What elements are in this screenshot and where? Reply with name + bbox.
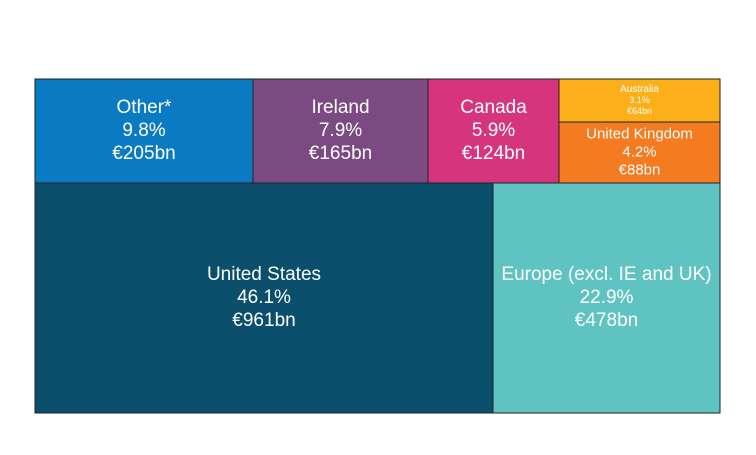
treemap-europe-excl-ie-and-uk-tile (492, 182, 721, 414)
treemap-ireland-percent-label: 7.9% (319, 120, 362, 141)
treemap-united-states-percent-label: 46.1% (237, 287, 291, 308)
treemap-united-states-name-label: United States (207, 264, 321, 285)
treemap-canada-percent-label: 5.9% (472, 120, 515, 141)
treemap-australia-tile (558, 78, 721, 123)
treemap-united-states-tile (34, 182, 494, 414)
treemap-europe-excl-ie-and-uk-amount-label: €478bn (575, 310, 638, 331)
treemap-united-kingdom-tile (558, 121, 721, 184)
treemap-ireland-name-label: Ireland (311, 97, 369, 118)
treemap-canada-amount-label: €124bn (462, 143, 525, 164)
treemap-australia-amount-label: €64bn (627, 106, 652, 116)
treemap-ireland-tile (252, 78, 429, 184)
treemap-canada-tile (427, 78, 560, 184)
treemap-united-kingdom-name-label: United Kingdom (586, 125, 693, 142)
treemap-australia-percent-label: 3.1% (629, 95, 650, 105)
treemap-canada-name-label: Canada (460, 97, 527, 118)
treemap-other-name-label: Other* (117, 97, 173, 118)
treemap-other-tile (34, 78, 254, 184)
treemap-europe-excl-ie-and-uk-name-label: Europe (excl. IE and UK) (501, 264, 711, 285)
treemap-other-group: Other*9.8%€205bn (34, 78, 254, 184)
treemap-united-kingdom-amount-label: €88bn (619, 161, 661, 178)
treemap-other-percent-label: 9.8% (122, 120, 165, 141)
treemap-united-states-amount-label: €961bn (232, 310, 295, 331)
treemap-europe-excl-ie-and-uk-group: Europe (excl. IE and UK)22.9%€478bn (492, 182, 721, 414)
treemap-ireland-amount-label: €165bn (309, 143, 372, 164)
treemap-united-kingdom-percent-label: 4.2% (622, 143, 656, 160)
treemap-europe-excl-ie-and-uk-percent-label: 22.9% (580, 287, 634, 308)
treemap-other-amount-label: €205bn (112, 143, 175, 164)
treemap-australia-name-label: Australia (620, 84, 659, 95)
